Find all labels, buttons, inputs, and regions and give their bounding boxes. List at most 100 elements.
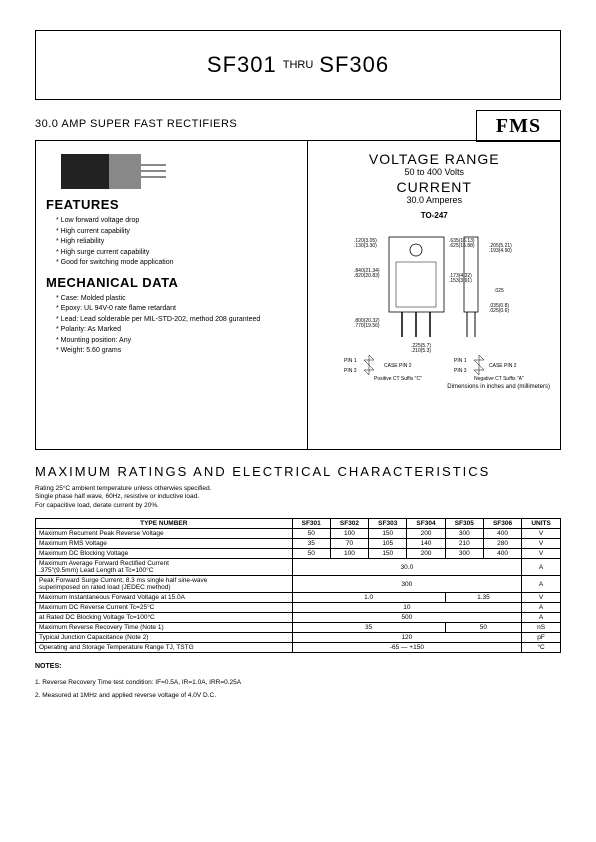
logo: FMS bbox=[476, 110, 561, 142]
cell-split: 1.0 bbox=[292, 593, 445, 603]
table-row: Maximum DC Blocking Voltage5010015020030… bbox=[36, 549, 561, 559]
col-sf306: SF306 bbox=[483, 519, 521, 529]
row-label: Typical Junction Capacitance (Note 2) bbox=[36, 633, 293, 643]
table-row: Maximum DC Reverse Current Tc=25°C10A bbox=[36, 603, 561, 613]
thru-label: THRU bbox=[283, 59, 314, 71]
feature-item: High surge current capability bbox=[56, 248, 297, 259]
cell-unit: V bbox=[522, 539, 561, 549]
col-sf305: SF305 bbox=[445, 519, 483, 529]
col-sf302: SF302 bbox=[330, 519, 368, 529]
cell-unit: A bbox=[522, 613, 561, 623]
cell: 300 bbox=[445, 549, 483, 559]
svg-text:PIN 1: PIN 1 bbox=[344, 358, 357, 364]
mech-item: Mounting position: Any bbox=[56, 336, 297, 347]
cell: 70 bbox=[330, 539, 368, 549]
row-label: Maximum Average Forward Rectified Curren… bbox=[36, 559, 293, 576]
cell-unit: A bbox=[522, 603, 561, 613]
svg-text:.025(0.6): .025(0.6) bbox=[489, 308, 509, 314]
cell: 280 bbox=[483, 539, 521, 549]
current-value: 30.0 Amperes bbox=[318, 195, 550, 205]
table-header-row: TYPE NUMBER SF301 SF302 SF303 SF304 SF30… bbox=[36, 519, 561, 529]
svg-text:.193(4.90): .193(4.90) bbox=[489, 248, 512, 254]
dimension-note: Dimensions in inches and (millimeters) bbox=[318, 384, 550, 390]
feature-item: High reliability bbox=[56, 237, 297, 248]
cell-unit: A bbox=[522, 576, 561, 593]
cell-unit: V bbox=[522, 549, 561, 559]
cell-unit: pF bbox=[522, 633, 561, 643]
col-units: UNITS bbox=[522, 519, 561, 529]
right-column: VOLTAGE RANGE 50 to 400 Volts CURRENT 30… bbox=[308, 141, 560, 449]
cell: 400 bbox=[483, 529, 521, 539]
row-label: Maximum Recurrent Peak Reverse Voltage bbox=[36, 529, 293, 539]
cell-unit: V bbox=[522, 593, 561, 603]
cell: 150 bbox=[369, 549, 407, 559]
cell-unit: A bbox=[522, 559, 561, 576]
cell-span: -65 — +150 bbox=[292, 643, 522, 653]
cell-unit: V bbox=[522, 529, 561, 539]
svg-text:Negative CT Suffix "A": Negative CT Suffix "A" bbox=[474, 376, 524, 382]
voltage-range-title: VOLTAGE RANGE bbox=[318, 151, 550, 167]
mech-item: Polarity: As Marked bbox=[56, 325, 297, 336]
cell: 210 bbox=[445, 539, 483, 549]
cell: 100 bbox=[330, 529, 368, 539]
features-heading: FEATURES bbox=[46, 197, 297, 212]
part-end: SF306 bbox=[319, 52, 389, 78]
cell: 200 bbox=[407, 549, 445, 559]
cell: 200 bbox=[407, 529, 445, 539]
cell: 140 bbox=[407, 539, 445, 549]
table-row: Maximum RMS Voltage3570105140210280V bbox=[36, 539, 561, 549]
svg-text:.820(20.83): .820(20.83) bbox=[354, 273, 380, 279]
col-type: TYPE NUMBER bbox=[36, 519, 293, 529]
mech-item: Weight: 5.60 grams bbox=[56, 346, 297, 357]
row-label: Maximum Reverse Recovery Time (Note 1) bbox=[36, 623, 293, 633]
svg-text:.153(3.91): .153(3.91) bbox=[449, 278, 472, 284]
cell-span: 300 bbox=[292, 576, 522, 593]
cell: 150 bbox=[369, 529, 407, 539]
package-label: TO-247 bbox=[318, 211, 550, 220]
svg-text:.625(15.88): .625(15.88) bbox=[449, 243, 475, 249]
mech-item: Lead: Lead solderable per MIL-STD-202, m… bbox=[56, 315, 297, 326]
row-label: at Rated DC Blocking Voltage Tc=100°C bbox=[36, 613, 293, 623]
svg-text:PIN 1: PIN 1 bbox=[454, 358, 467, 364]
table-row: Maximum Average Forward Rectified Curren… bbox=[36, 559, 561, 576]
left-column: FEATURES Low forward voltage drop High c… bbox=[36, 141, 308, 449]
svg-text:CASE PIN 2: CASE PIN 2 bbox=[384, 363, 412, 369]
cell-unit: °C bbox=[522, 643, 561, 653]
table-row: at Rated DC Blocking Voltage Tc=100°C500… bbox=[36, 613, 561, 623]
ratings-table: TYPE NUMBER SF301 SF302 SF303 SF304 SF30… bbox=[35, 518, 561, 653]
cell-split: 35 bbox=[292, 623, 445, 633]
cell-unit: nS bbox=[522, 623, 561, 633]
features-list: Low forward voltage drop High current ca… bbox=[46, 216, 297, 269]
col-sf301: SF301 bbox=[292, 519, 330, 529]
table-row: Typical Junction Capacitance (Note 2)120… bbox=[36, 633, 561, 643]
col-sf304: SF304 bbox=[407, 519, 445, 529]
ratings-heading: MAXIMUM RATINGS AND ELECTRICAL CHARACTER… bbox=[35, 464, 561, 479]
svg-text:.770(19.56): .770(19.56) bbox=[354, 323, 380, 329]
table-row: Maximum Reverse Recovery Time (Note 1)35… bbox=[36, 623, 561, 633]
table-row: Maximum Recurrent Peak Reverse Voltage50… bbox=[36, 529, 561, 539]
cell: 105 bbox=[369, 539, 407, 549]
col-sf303: SF303 bbox=[369, 519, 407, 529]
component-image bbox=[61, 154, 141, 189]
cell: 35 bbox=[292, 539, 330, 549]
cell-span: 10 bbox=[292, 603, 522, 613]
table-row: Operating and Storage Temperature Range … bbox=[36, 643, 561, 653]
svg-text:.130(3.30): .130(3.30) bbox=[354, 243, 377, 249]
current-title: CURRENT bbox=[318, 179, 550, 195]
notes-heading: NOTES: bbox=[35, 663, 561, 670]
note-item: 2. Measured at 1MHz and applied reverse … bbox=[35, 689, 561, 702]
svg-text:Positive CT Suffix "C": Positive CT Suffix "C" bbox=[374, 376, 422, 382]
notes-list: 1. Reverse Recovery Time test condition:… bbox=[35, 676, 561, 702]
row-label: Peak Forward Surge Current, 8.3 ms singl… bbox=[36, 576, 293, 593]
cell: 50 bbox=[292, 529, 330, 539]
row-label: Operating and Storage Temperature Range … bbox=[36, 643, 293, 653]
cell-span: 30.0 bbox=[292, 559, 522, 576]
table-row: Maximum Instantaneous Forward Voltage at… bbox=[36, 593, 561, 603]
cell-span: 120 bbox=[292, 633, 522, 643]
row-label: Maximum Instantaneous Forward Voltage at… bbox=[36, 593, 293, 603]
feature-item: Good for switching mode application bbox=[56, 258, 297, 269]
cell: 50 bbox=[292, 549, 330, 559]
part-start: SF301 bbox=[207, 52, 277, 78]
row-label: Maximum DC Blocking Voltage bbox=[36, 549, 293, 559]
row-label: Maximum RMS Voltage bbox=[36, 539, 293, 549]
